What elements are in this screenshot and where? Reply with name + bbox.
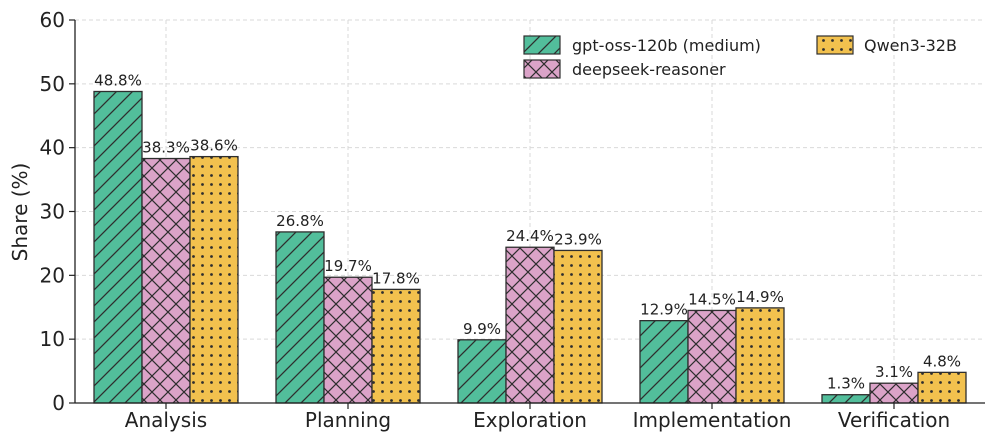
bar-gpt-oss-120b-medium-analysis [93,90,143,404]
data-label-gpt-oss-120b-medium-planning: 26.8% [276,212,324,230]
y-tick-label: 50 [40,72,65,96]
legend-swatch-gpt-oss [523,35,561,55]
y-tick-label: 40 [40,136,65,160]
data-label-qwen3-32b-planning: 17.8% [372,269,420,287]
bar-qwen3-32b-planning [371,288,421,404]
data-label-deepseek-reasoner-exploration: 24.4% [506,227,554,245]
bar-deepseek-reasoner-verification [869,382,919,404]
y-tick-label: 60 [40,8,65,32]
data-label-deepseek-reasoner-verification: 3.1% [875,363,913,381]
data-labels: 48.8% 26.8% 9.9% 12.9% 1.3% 38.3% 19.7% 24.4% 14… [94,71,961,392]
data-label-qwen3-32b-implementation: 14.9% [736,288,784,306]
data-label-gpt-oss-120b-medium-implementation: 12.9% [640,301,688,319]
legend-swatch-deepseek [523,59,561,79]
y-axis-title: Share (%) [8,163,32,262]
bar-deepseek-reasoner-exploration [505,246,555,404]
bar-qwen3-32b-analysis [189,155,239,404]
data-label-qwen3-32b-verification: 4.8% [923,352,961,370]
legend-swatch-qwen [816,35,854,55]
x-tick-label-implementation: Implementation [633,408,792,432]
bar-deepseek-reasoner-planning [323,276,373,404]
bar-gpt-oss-120b-medium-verification [821,394,871,404]
legend-label-qwen: Qwen3-32B [864,36,957,55]
x-tick-label-exploration: Exploration [473,408,587,432]
x-tick-label-planning: Planning [305,408,391,432]
data-label-qwen3-32b-exploration: 23.9% [554,230,602,248]
data-label-deepseek-reasoner-analysis: 38.3% [142,139,190,157]
data-label-deepseek-reasoner-implementation: 14.5% [688,290,736,308]
bar-gpt-oss-120b-medium-planning [275,231,325,404]
data-label-deepseek-reasoner-planning: 19.7% [324,257,372,275]
bar-qwen3-32b-exploration [553,249,603,404]
bar-gpt-oss-120b-medium-exploration [457,339,507,404]
y-tick-label: 0 [52,391,65,415]
bars [93,90,967,404]
data-label-gpt-oss-120b-medium-verification: 1.3% [827,375,865,393]
data-label-qwen3-32b-analysis: 38.6% [190,137,238,155]
y-tick-label: 20 [40,263,65,287]
x-tick-label-verification: Verification [838,408,950,432]
legend-label-deepseek: deepseek-reasoner [572,60,726,79]
y-tick-label: 10 [40,327,65,351]
data-label-gpt-oss-120b-medium-analysis: 48.8% [94,71,142,89]
x-tick-label-analysis: Analysis [125,408,207,432]
bar-deepseek-reasoner-analysis [141,157,191,404]
bar-qwen3-32b-verification [917,371,967,404]
data-label-gpt-oss-120b-medium-exploration: 9.9% [463,320,501,338]
axes: 0 10 20 30 40 50 60 Analysis Planning Exploration… [40,8,985,432]
y-tick-label: 30 [40,200,65,224]
legend: gpt-oss-120b (medium) deepseek-reasoner … [523,35,957,79]
legend-label-gpt-oss: gpt-oss-120b (medium) [572,36,761,55]
bar-gpt-oss-120b-medium-implementation [639,320,689,404]
bar-deepseek-reasoner-implementation [687,309,737,404]
bar-qwen3-32b-implementation [735,307,785,404]
